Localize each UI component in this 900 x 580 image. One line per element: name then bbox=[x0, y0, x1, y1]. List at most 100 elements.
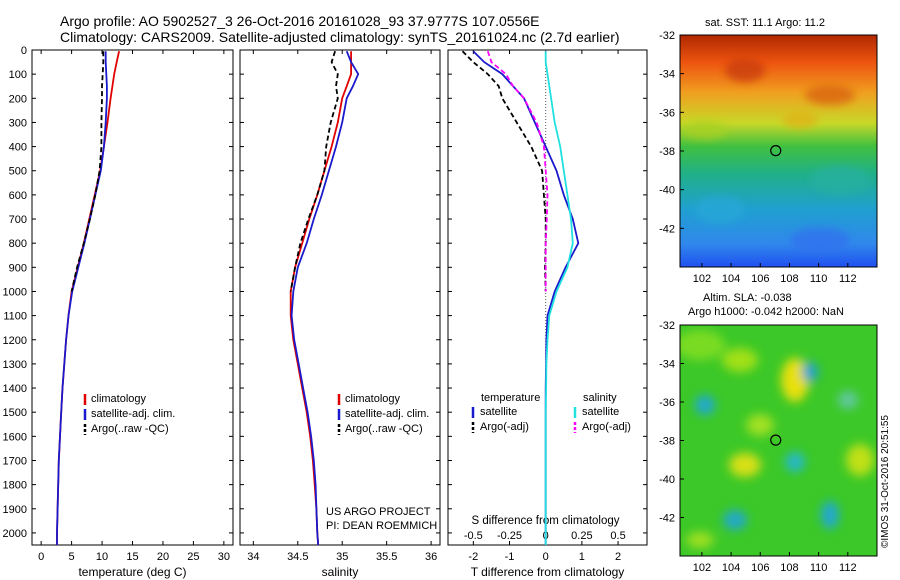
t-diff-argo-line bbox=[461, 50, 547, 292]
depth-tick-label: 1000 bbox=[3, 286, 27, 298]
depth-tick-label: 1500 bbox=[3, 407, 27, 419]
x-tick-label: 35 bbox=[336, 551, 348, 563]
sla-lat-tick-label: -36 bbox=[659, 397, 675, 409]
depth-tick-label: 1600 bbox=[3, 431, 27, 443]
salinity-panel bbox=[239, 49, 441, 546]
x-tick-label: 34 bbox=[247, 551, 259, 563]
x-tick-label: 35.5 bbox=[376, 551, 397, 563]
depth-tick-label: 1400 bbox=[3, 383, 27, 395]
temperature-panel bbox=[31, 49, 234, 546]
sla-map-title-line-1: Altim. SLA: -0.038 bbox=[703, 292, 792, 304]
depth-tick-label: 1800 bbox=[3, 480, 27, 492]
diff-legend-label: satellite bbox=[582, 406, 619, 418]
depth-tick-label: 900 bbox=[9, 262, 27, 274]
sla-map-title-line-2: Argo h1000: -0.042 h2000: NaN bbox=[688, 306, 844, 318]
temp-satellite-line bbox=[56, 51, 108, 545]
diff-legend-label: Argo(-adj) bbox=[480, 421, 529, 433]
diff-legend-label: Argo(-adj) bbox=[582, 421, 631, 433]
x-tick-label: 36 bbox=[425, 551, 437, 563]
sla-lon-tick-label: 102 bbox=[693, 562, 711, 574]
x-tick-label: 2 bbox=[615, 551, 621, 563]
sst-map bbox=[679, 34, 878, 268]
x-axis-label: salinity bbox=[322, 565, 359, 579]
s-diff-tick-label: -0.5 bbox=[464, 530, 483, 542]
difference-panel bbox=[447, 49, 648, 546]
x-axis-label: T difference from climatology bbox=[471, 565, 625, 579]
sal-legend-label: satellite-adj. clim. bbox=[345, 408, 429, 420]
sst-map-title: sat. SST: 11.1 Argo: 11.2 bbox=[705, 17, 826, 29]
sst-lon-tick-label: 102 bbox=[693, 273, 711, 285]
x-tick-label: 15 bbox=[126, 551, 138, 563]
sla-lat-tick-label: -42 bbox=[659, 513, 675, 525]
x-tick-label: -1 bbox=[505, 551, 515, 563]
temp-legend-label: Argo(..raw -QC) bbox=[91, 423, 169, 435]
sst-lon-tick-label: 108 bbox=[780, 273, 798, 285]
x-tick-label: 10 bbox=[96, 551, 108, 563]
sst-lat-tick-label: -38 bbox=[659, 146, 675, 158]
sla-lat-tick-label: -34 bbox=[659, 359, 675, 371]
sst-float-marker bbox=[770, 145, 782, 157]
sla-float-marker bbox=[770, 434, 782, 446]
title-line-1: Argo profile: AO 5902527_3 26-Oct-2016 2… bbox=[60, 13, 540, 29]
x-tick-label: -2 bbox=[468, 551, 478, 563]
x-tick-label: 20 bbox=[157, 551, 169, 563]
sst-lat-tick-label: -36 bbox=[659, 107, 675, 119]
depth-tick-label: 1900 bbox=[3, 504, 27, 516]
temp-argo-line bbox=[70, 51, 105, 292]
sst-lat-tick-label: -34 bbox=[659, 69, 675, 81]
x-axis-label: temperature (deg C) bbox=[78, 565, 186, 579]
x-tick-label: 5 bbox=[69, 551, 75, 563]
depth-tick-label: 700 bbox=[9, 214, 27, 226]
sst-lat-tick-label: -42 bbox=[659, 223, 675, 235]
title-line-2: Climatology: CARS2009. Satellite-adjuste… bbox=[60, 29, 620, 45]
s-diff-tick-label: 0.5 bbox=[610, 530, 625, 542]
diff-legend-header-salinity: salinity bbox=[583, 392, 617, 404]
sst-lat-tick-label: -32 bbox=[659, 30, 675, 42]
depth-tick-label: 400 bbox=[9, 142, 27, 154]
credit-line-2: PI: DEAN ROEMMICH bbox=[326, 520, 438, 532]
depth-tick-label: 1200 bbox=[3, 335, 27, 347]
depth-tick-label: 500 bbox=[9, 166, 27, 178]
x-tick-label: 34.5 bbox=[287, 551, 308, 563]
depth-tick-label: 200 bbox=[9, 93, 27, 105]
sst-lon-tick-label: 112 bbox=[839, 273, 857, 285]
sla-map bbox=[679, 324, 878, 557]
temp-climatology-line bbox=[56, 51, 120, 545]
x-tick-label: 30 bbox=[218, 551, 230, 563]
sla-lon-tick-label: 112 bbox=[839, 562, 857, 574]
sst-lon-tick-label: 106 bbox=[751, 273, 769, 285]
depth-tick-label: 0 bbox=[21, 45, 27, 57]
x-tick-label: 0 bbox=[543, 551, 549, 563]
credit-line-1: US ARGO PROJECT bbox=[326, 506, 431, 518]
diff-legend-header-temperature: temperature bbox=[481, 392, 540, 404]
s-diff-argo-line bbox=[486, 50, 549, 292]
depth-tick-label: 800 bbox=[9, 238, 27, 250]
sal-satellite-line bbox=[290, 50, 360, 546]
sla-lat-tick-label: -38 bbox=[659, 436, 675, 448]
x-tick-label: 0 bbox=[38, 551, 44, 563]
x-tick-label: 25 bbox=[187, 551, 199, 563]
depth-tick-label: 2000 bbox=[3, 528, 27, 540]
x-tick-label: 1 bbox=[579, 551, 585, 563]
s-diff-satellite-line bbox=[544, 51, 574, 545]
depth-tick-label: 1300 bbox=[3, 359, 27, 371]
temp-legend-label: satellite-adj. clim. bbox=[91, 408, 175, 420]
s-diff-tick-label: -0.25 bbox=[497, 530, 522, 542]
depth-tick-label: 1700 bbox=[3, 455, 27, 467]
sal-argo-line bbox=[289, 50, 339, 292]
sal-legend-label: Argo(..raw -QC) bbox=[345, 423, 423, 435]
sal-legend-label: climatology bbox=[345, 393, 401, 405]
sla-lat-tick-label: -40 bbox=[659, 474, 675, 486]
temp-legend-label: climatology bbox=[91, 393, 147, 405]
s-diff-tick-label: 0.25 bbox=[571, 530, 592, 542]
t-diff-satellite-line bbox=[472, 50, 580, 545]
sla-lon-tick-label: 108 bbox=[780, 562, 798, 574]
sst-lon-tick-label: 104 bbox=[722, 273, 740, 285]
sst-lon-tick-label: 110 bbox=[810, 273, 828, 285]
sla-lon-tick-label: 110 bbox=[810, 562, 828, 574]
depth-tick-label: 1100 bbox=[3, 311, 27, 323]
sla-lat-tick-label: -32 bbox=[659, 320, 675, 332]
diff-legend-label: satellite bbox=[480, 406, 517, 418]
depth-tick-label: 100 bbox=[9, 69, 27, 81]
